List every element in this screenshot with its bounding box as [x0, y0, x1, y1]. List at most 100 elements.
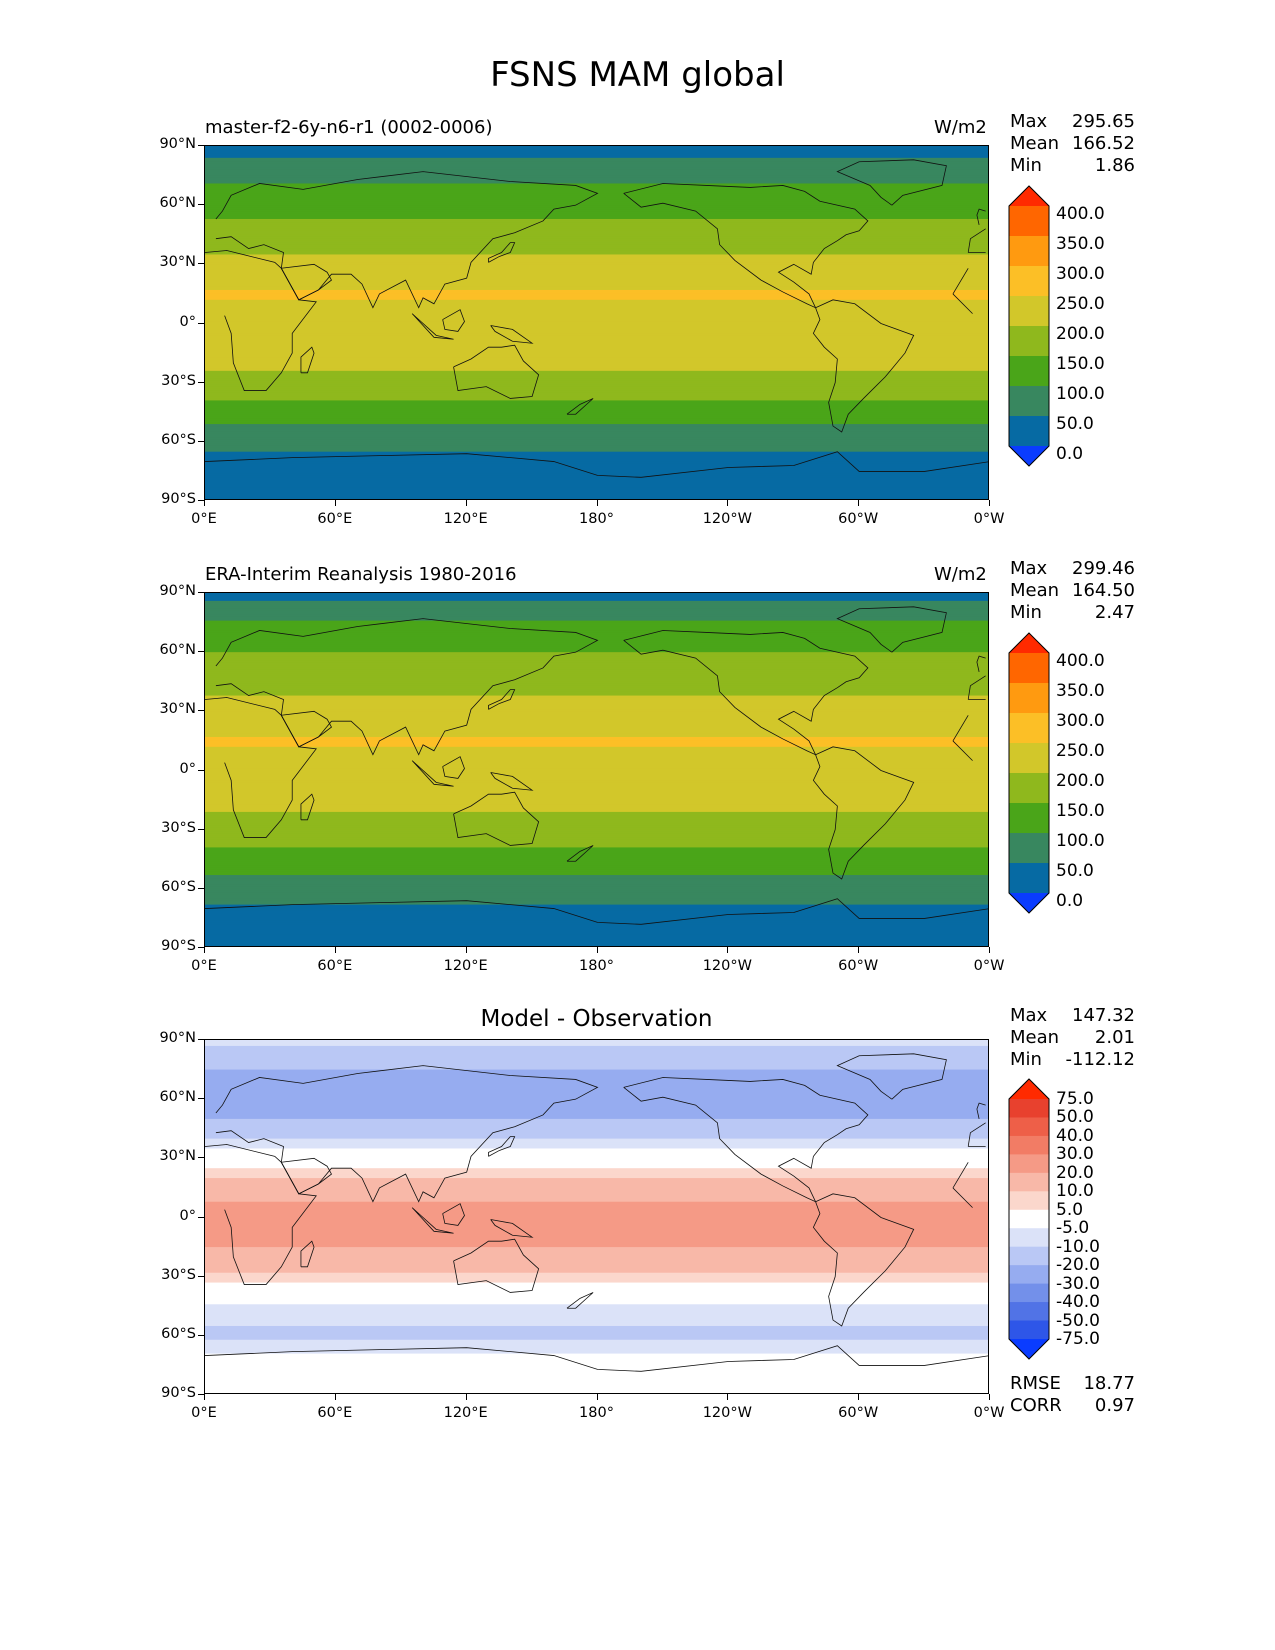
contour-band: [205, 345, 988, 348]
lat-tick-mark: [198, 500, 204, 501]
contour-band: [205, 1266, 988, 1270]
colorbar-swatch: [1009, 773, 1049, 804]
contour-band: [205, 234, 988, 238]
contour-band: [205, 871, 988, 874]
colorbar-swatch: [1009, 266, 1049, 297]
contour-band: [205, 1387, 988, 1390]
contour-band: [205, 374, 988, 378]
contour-band: [205, 892, 988, 896]
colorbar-swatch: [1009, 1265, 1049, 1285]
contour-band: [205, 711, 988, 714]
contour-band: [205, 833, 988, 837]
contour-band: [205, 1375, 988, 1378]
contour-band: [205, 1381, 988, 1384]
contour-band: [205, 620, 988, 624]
contour-band: [205, 260, 988, 263]
contour-band: [205, 1331, 988, 1335]
contour-band: [205, 280, 988, 283]
contour-band: [205, 697, 988, 701]
coastline: [812, 299, 915, 433]
contour-band: [205, 640, 988, 643]
contour-band: [205, 1132, 988, 1136]
lon-tick-label: 60°E: [317, 511, 353, 527]
lat-tick-label: 90°S: [161, 491, 196, 507]
colorbar-tick-label: 400.0: [1056, 204, 1105, 224]
lat-tick-mark: [198, 381, 204, 383]
contour-band: [205, 1195, 988, 1199]
contour-band: [205, 902, 988, 906]
contour-band: [205, 412, 988, 415]
lat-tick-mark: [198, 1157, 204, 1159]
contour-band: [205, 685, 988, 689]
lat-tick-label: 60°N: [159, 1089, 196, 1106]
stat-value: 164.50: [1072, 580, 1135, 601]
contour-band: [205, 1136, 988, 1140]
contour-band: [205, 1347, 988, 1351]
contour-band: [205, 1116, 988, 1120]
contour-band: [205, 1304, 988, 1307]
contour-band: [205, 855, 988, 858]
contour-band: [205, 660, 988, 663]
contour-band: [205, 441, 988, 445]
contour-band: [205, 1174, 988, 1177]
contour-band: [205, 1308, 988, 1311]
contour-band: [205, 1221, 988, 1225]
contour-band: [205, 327, 988, 331]
contour-band: [205, 673, 988, 677]
contour-band: [205, 1383, 988, 1386]
colorbar-tick-label: 100.0: [1056, 831, 1105, 851]
colorbar-swatch: [1009, 1099, 1049, 1118]
stat-min-row: Min 1.86: [1010, 155, 1135, 177]
contour-band: [205, 497, 988, 499]
contour-band: [205, 679, 988, 683]
contour-band: [205, 1047, 988, 1051]
lat-tick-mark: [198, 263, 204, 265]
panel1-stats: Max 295.65 Mean 166.52 Min 1.86: [1010, 111, 1135, 177]
contour-band: [205, 878, 988, 882]
contour-band: [205, 1040, 988, 1043]
contour-band: [205, 1142, 988, 1146]
contour-band: [205, 811, 988, 815]
stat-mean-row: Mean 2.01: [1010, 1027, 1135, 1049]
contour-band: [205, 1150, 988, 1154]
contour-band: [205, 384, 988, 388]
contour-band: [205, 1320, 988, 1323]
contour-band: [205, 1272, 988, 1276]
contour-band: [205, 727, 988, 730]
contour-band: [205, 286, 988, 289]
panel3-map: [204, 1039, 989, 1394]
contour-band: [205, 662, 988, 665]
contour-band: [205, 1053, 988, 1057]
lon-tick-label: 120°W: [702, 958, 752, 974]
contour-band: [205, 717, 988, 720]
contour-band: [205, 282, 988, 285]
contour-band: [205, 823, 988, 827]
stat-label: Mean: [1010, 1027, 1060, 1048]
lon-tick-label: 120°W: [702, 1405, 752, 1421]
contour-band: [205, 301, 988, 305]
contour-band: [205, 1215, 988, 1219]
contour-band: [205, 1152, 988, 1155]
contour-band: [205, 1191, 988, 1195]
contour-band: [205, 481, 988, 484]
lon-tick-label: 180°: [579, 958, 614, 974]
contour-band: [205, 157, 988, 161]
contour-band: [205, 1243, 988, 1246]
contour-band: [205, 928, 988, 931]
lon-tick-label: 0°E: [191, 511, 217, 527]
contour-band: [205, 1075, 988, 1079]
contour-band: [205, 376, 988, 380]
contour-band: [205, 898, 988, 902]
figure-title: FSNS MAM global: [490, 55, 785, 95]
panel2-colorbar: 400.0 350.0 300.0 250.0 200.0 150.0 100.0 50.0 0…: [1008, 632, 1148, 914]
contour-band: [205, 437, 988, 441]
contour-band: [205, 1231, 988, 1234]
contour-band: [205, 798, 988, 801]
contour-band: [205, 147, 988, 151]
contour-band: [205, 1286, 988, 1290]
lat-tick-label: 60°S: [161, 1325, 196, 1342]
coastline: [442, 309, 465, 332]
contour-band: [205, 400, 988, 403]
panel1-colorbar: 400.0 350.0 300.0 250.0 200.0 150.0 100.0 50.0 0…: [1008, 185, 1148, 467]
contour-band: [205, 463, 988, 467]
